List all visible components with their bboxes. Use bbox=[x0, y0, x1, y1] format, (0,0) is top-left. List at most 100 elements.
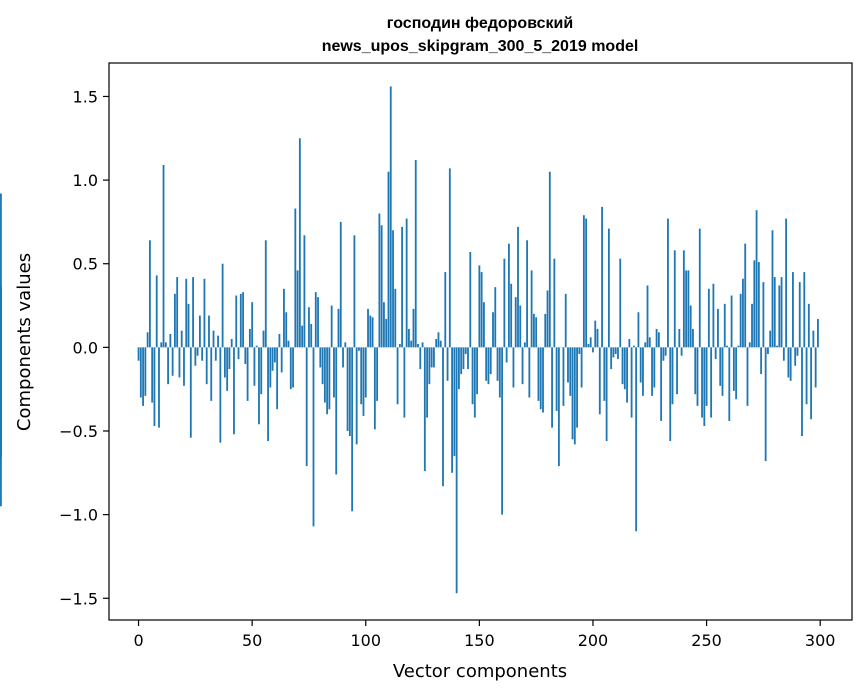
bar bbox=[273, 347, 276, 363]
y-tick-label: 0.5 bbox=[73, 255, 98, 274]
bar bbox=[739, 293, 742, 348]
bar bbox=[626, 347, 628, 403]
bar bbox=[628, 338, 631, 348]
bar bbox=[221, 263, 224, 348]
bar bbox=[410, 340, 413, 348]
bar bbox=[689, 305, 692, 348]
bar bbox=[803, 272, 806, 348]
x-tick-label: 150 bbox=[464, 631, 495, 650]
bar bbox=[601, 206, 603, 348]
bar bbox=[728, 347, 731, 421]
bar bbox=[748, 342, 751, 348]
y-axis: −1.5 −1.0 −0.5 0.0 0.5 1.0 1.5 bbox=[59, 87, 109, 608]
bar bbox=[589, 337, 592, 348]
bar bbox=[519, 305, 522, 348]
bar bbox=[537, 347, 540, 401]
bar bbox=[535, 317, 538, 348]
bar bbox=[276, 347, 279, 410]
bar bbox=[719, 347, 722, 386]
bar bbox=[678, 328, 681, 348]
bar bbox=[314, 292, 317, 348]
bar bbox=[623, 347, 626, 390]
bar bbox=[639, 347, 642, 383]
bar bbox=[208, 315, 210, 348]
bar bbox=[507, 243, 510, 348]
bar bbox=[723, 303, 726, 348]
y-axis-label: Components values bbox=[14, 253, 35, 431]
bar bbox=[753, 260, 756, 348]
bar bbox=[151, 347, 154, 403]
bar bbox=[0, 193, 2, 348]
bar bbox=[603, 347, 606, 401]
bar bbox=[448, 168, 451, 348]
bar bbox=[594, 320, 597, 348]
bar bbox=[785, 218, 788, 348]
x-tick-label: 100 bbox=[350, 631, 381, 650]
bar bbox=[380, 225, 383, 348]
bar bbox=[171, 347, 174, 376]
bar bbox=[557, 347, 560, 467]
bar bbox=[280, 347, 283, 373]
bar bbox=[426, 347, 429, 418]
bar bbox=[446, 347, 449, 381]
bar bbox=[228, 347, 231, 370]
bar bbox=[801, 347, 803, 436]
bar bbox=[217, 335, 219, 348]
bar bbox=[212, 330, 215, 348]
bar bbox=[701, 347, 703, 418]
bar bbox=[780, 277, 783, 348]
bar bbox=[478, 265, 481, 348]
bar bbox=[362, 347, 365, 416]
bar bbox=[657, 332, 660, 348]
bar bbox=[167, 347, 169, 385]
bar bbox=[433, 347, 435, 368]
bar bbox=[183, 347, 185, 386]
bar bbox=[814, 347, 817, 388]
bar bbox=[144, 347, 147, 396]
bar bbox=[408, 328, 410, 348]
bar bbox=[158, 347, 160, 428]
bar bbox=[569, 347, 572, 396]
bar bbox=[494, 287, 497, 348]
x-tick-label: 300 bbox=[805, 631, 836, 650]
bar bbox=[330, 305, 333, 348]
bar bbox=[789, 347, 792, 381]
bar bbox=[796, 347, 799, 356]
bar bbox=[792, 272, 794, 348]
chart-title: господин федоровский bbox=[387, 15, 573, 32]
bar bbox=[598, 347, 601, 415]
bar bbox=[378, 213, 381, 348]
bar bbox=[348, 347, 351, 436]
bar bbox=[210, 347, 213, 401]
bar bbox=[630, 347, 633, 418]
plot-frame bbox=[108, 62, 853, 621]
bar bbox=[255, 345, 258, 348]
bar bbox=[644, 342, 647, 348]
bar bbox=[451, 347, 454, 473]
bar bbox=[371, 317, 374, 348]
bar bbox=[235, 295, 238, 348]
bar bbox=[294, 208, 297, 348]
bar bbox=[142, 347, 144, 406]
bar bbox=[269, 347, 272, 388]
bar bbox=[523, 342, 526, 348]
bar bbox=[662, 347, 665, 361]
y-tick-label: −1.5 bbox=[59, 589, 98, 608]
bar bbox=[176, 277, 179, 348]
y-tick-label: −1.0 bbox=[59, 506, 98, 525]
bar bbox=[562, 347, 565, 406]
bar bbox=[373, 347, 376, 430]
bar bbox=[419, 347, 422, 370]
bar bbox=[742, 278, 744, 348]
bar bbox=[526, 240, 528, 348]
bar bbox=[510, 283, 513, 348]
bar bbox=[767, 347, 769, 355]
bar bbox=[0, 342, 2, 348]
bar bbox=[489, 347, 492, 375]
y-tick-label: 1.0 bbox=[73, 171, 98, 190]
bar bbox=[580, 347, 583, 388]
bar bbox=[632, 345, 635, 348]
bar bbox=[614, 347, 617, 355]
bar bbox=[667, 218, 669, 348]
